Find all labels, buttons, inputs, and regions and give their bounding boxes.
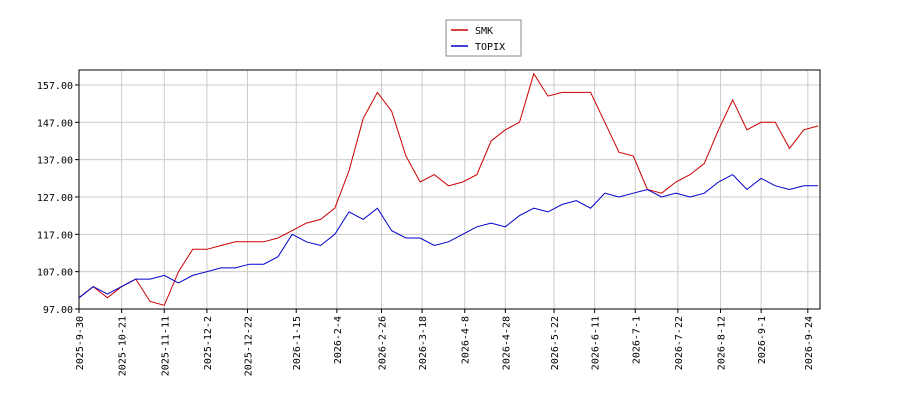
x-tick-label: 2025-9-30 bbox=[75, 316, 86, 370]
series-line bbox=[78, 72, 819, 306]
x-tick-label: 2026-7-22 bbox=[674, 316, 685, 370]
x-tick-label: 2026-5-22 bbox=[550, 316, 561, 370]
x-tick-label: 2026-4-28 bbox=[501, 316, 512, 370]
x-tick-label: 2025-11-11 bbox=[160, 316, 171, 376]
x-tick-label: 2025-12-22 bbox=[244, 316, 255, 376]
x-tick-label: 2026-3-18 bbox=[418, 316, 429, 370]
x-tick-label: 2026-4-8 bbox=[461, 316, 472, 364]
x-tick-label: 2026-1-15 bbox=[292, 316, 303, 370]
x-tick-label: 2026-6-11 bbox=[591, 316, 602, 370]
y-tick-label: 107.00 bbox=[37, 268, 73, 279]
y-tick-label: 137.00 bbox=[37, 156, 73, 167]
y-tick-label: 117.00 bbox=[37, 230, 73, 241]
legend-label: TOPIX bbox=[475, 42, 505, 53]
x-tick-label: 2025-12-2 bbox=[203, 316, 214, 370]
y-tick-label: 127.00 bbox=[37, 193, 73, 204]
x-tick-label: 2026-2-26 bbox=[377, 316, 388, 370]
x-tick-label: 2026-8-12 bbox=[717, 316, 728, 370]
y-tick-label: 147.00 bbox=[37, 118, 73, 129]
y-tick-label: 97.00 bbox=[43, 305, 73, 316]
x-tick-label: 2025-10-21 bbox=[118, 316, 129, 376]
x-tick-label: 2026-2-4 bbox=[333, 316, 344, 364]
x-tick-label: 2026-9-1 bbox=[757, 316, 768, 364]
legend-label: SMK bbox=[475, 26, 493, 37]
x-tick-label: 2026-7-1 bbox=[631, 316, 642, 364]
legend-box bbox=[445, 19, 522, 57]
y-tick-label: 157.00 bbox=[37, 81, 73, 92]
plot-frame bbox=[78, 69, 821, 310]
x-tick-label: 2026-9-24 bbox=[804, 316, 815, 370]
series-line bbox=[78, 173, 818, 299]
legend: SMK TOPIX bbox=[445, 19, 522, 57]
